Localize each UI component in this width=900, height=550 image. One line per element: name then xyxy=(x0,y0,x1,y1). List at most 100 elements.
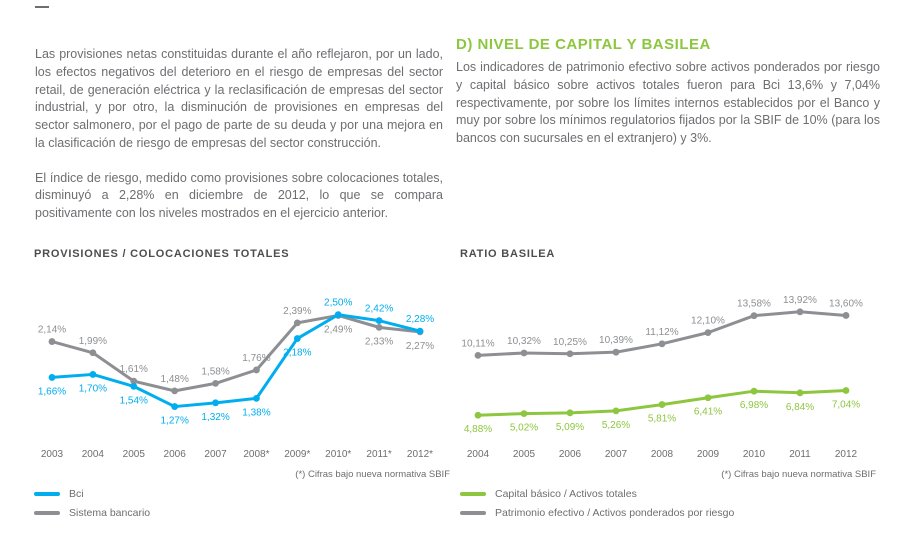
patrimonio-efectivo-activos-ponderados-por-riesgo-data-label: 10,39% xyxy=(599,335,633,346)
x-axis-label: 2009* xyxy=(284,449,310,460)
capital-b-sico-activos-totales-point xyxy=(566,409,574,417)
bci-point xyxy=(293,335,301,342)
bci-data-label: 2,18% xyxy=(283,348,311,359)
capital-b-sico-activos-totales-point xyxy=(842,387,850,394)
patrimonio-efectivo-activos-ponderados-por-riesgo-data-label: 13,60% xyxy=(829,298,863,309)
chart-basilea-legend: Capital básico / Activos totales Patrimon… xyxy=(460,488,876,519)
patrimonio-efectivo-activos-ponderados-por-riesgo-point xyxy=(474,351,482,359)
bci-data-label: 1,54% xyxy=(120,395,148,406)
capital-b-sico-activos-totales-data-label: 4,88% xyxy=(464,424,492,435)
bci-point xyxy=(212,399,219,407)
legend-item-capital-b-sico-activos-totales: Capital básico / Activos totales xyxy=(460,488,876,500)
sistema-bancario-data-label: 2,49% xyxy=(324,324,352,335)
capital-b-sico-activos-totales-point xyxy=(796,389,804,397)
bci-data-label: 1,38% xyxy=(242,407,270,418)
x-axis-label: 2011 xyxy=(789,449,811,460)
bci-point xyxy=(334,311,342,319)
sistema-bancario-point xyxy=(89,349,97,357)
capital-b-sico-activos-totales-data-label: 6,84% xyxy=(786,402,814,413)
legend-label: Patrimonio efectivo / Activos ponderados… xyxy=(495,507,735,519)
sistema-bancario-line xyxy=(50,313,422,393)
capital-b-sico-activos-totales-point xyxy=(474,411,482,419)
capital-paragraph: Los indicadores de patrimonio efectivo s… xyxy=(456,60,880,145)
sistema-bancario-data-label: 1,76% xyxy=(242,353,270,364)
sistema-bancario-data-label: 1,99% xyxy=(79,336,107,347)
patrimonio-efectivo-activos-ponderados-por-riesgo-point xyxy=(796,308,804,316)
chart-basilea-plot: 2004 2005 2006 2007 2008 2009 2010 2011 2012 4,88… xyxy=(461,295,863,460)
bci-point xyxy=(48,374,56,381)
capital-b-sico-activos-totales-point xyxy=(658,401,666,408)
bci-line xyxy=(50,313,422,409)
x-axis-label: 2011* xyxy=(366,449,392,460)
patrimonio-efectivo-activos-ponderados-por-riesgo-point xyxy=(658,340,666,348)
patrimonio-efectivo-activos-ponderados-por-riesgo-data-label: 10,11% xyxy=(461,338,494,349)
chart-provisiones-title: PROVISIONES / COLOCACIONES TOTALES xyxy=(34,248,290,260)
sistema-bancario-point xyxy=(253,366,260,374)
x-axis-label: 2005 xyxy=(513,449,536,460)
bci-data-label: 2,50% xyxy=(324,298,352,309)
legend-label: Sistema bancario xyxy=(69,507,151,519)
capital-b-sico-activos-totales-point xyxy=(750,387,758,395)
patrimonio-efectivo-activos-ponderados-por-riesgo-data-label: 10,25% xyxy=(553,337,587,348)
sistema-bancario-data-label: 2,33% xyxy=(365,336,393,347)
chart-provisiones-legend: Bci Sistema bancario xyxy=(34,488,450,519)
top-rule xyxy=(35,6,49,8)
capital-b-sico-activos-totales-data-label: 6,41% xyxy=(694,407,722,418)
patrimonio-efectivo-activos-ponderados-por-riesgo-point xyxy=(612,348,620,356)
sistema-bancario-data-label: 1,61% xyxy=(120,364,148,375)
capital-b-sico-activos-totales-data-label: 6,98% xyxy=(740,400,768,411)
chart-provisiones-plot: 2003 2004 2005 2006 2007 2008* 2009* 2010* 2011*… xyxy=(38,298,434,460)
x-axis-label: 2007 xyxy=(204,449,227,460)
provisions-text-column: Las provisiones netas constituidas duran… xyxy=(35,46,443,223)
patrimonio-efectivo-activos-ponderados-por-riesgo-point xyxy=(566,350,574,358)
sistema-bancario-point xyxy=(293,319,301,327)
capital-b-sico-activos-totales-point xyxy=(612,407,620,415)
sistema-bancario-data-label: 2,39% xyxy=(283,306,311,317)
bci-data-label: 1,27% xyxy=(160,416,188,427)
x-axis-label: 2010* xyxy=(325,449,351,460)
bci-data-label: 2,28% xyxy=(406,314,434,325)
x-axis-label: 2005 xyxy=(123,449,146,460)
legend-swatch xyxy=(34,511,60,515)
patrimonio-efectivo-activos-ponderados-por-riesgo-data-label: 10,32% xyxy=(507,336,541,347)
capital-b-sico-activos-totales-data-label: 5,09% xyxy=(556,422,584,433)
bci-point xyxy=(416,327,424,335)
bci-point xyxy=(375,317,383,325)
sistema-bancario-data-label: 1,58% xyxy=(201,366,229,377)
bci-point xyxy=(253,394,260,402)
bci-data-label: 2,42% xyxy=(365,304,393,315)
patrimonio-efectivo-activos-ponderados-por-riesgo-data-label: 12,10% xyxy=(691,316,725,327)
sistema-bancario-point xyxy=(48,338,56,345)
sistema-bancario-data-label: 1,48% xyxy=(160,374,188,385)
legend-item-sistema-bancario: Sistema bancario xyxy=(34,507,450,519)
patrimonio-efectivo-activos-ponderados-por-riesgo-data-label: 13,58% xyxy=(737,299,771,310)
x-axis-label: 2004 xyxy=(82,449,105,460)
chart-basilea: RATIO BASILEA 2004 2005 2006 2007 2008 2009 20… xyxy=(452,248,876,526)
capital-text-column: D) NIVEL DE CAPITAL Y BASILEA Los indica… xyxy=(456,36,880,148)
capital-b-sico-activos-totales-data-label: 5,26% xyxy=(602,420,630,431)
bci-data-label: 1,66% xyxy=(38,386,66,397)
sistema-bancario-point xyxy=(375,323,383,331)
capital-b-sico-activos-totales-point xyxy=(704,394,712,402)
x-axis-label: 2007 xyxy=(605,449,628,460)
x-axis-label: 2009 xyxy=(697,449,720,460)
capital-b-sico-activos-totales-data-label: 5,02% xyxy=(510,423,538,434)
x-axis-label: 2012* xyxy=(407,449,433,460)
legend-label: Bci xyxy=(69,488,84,500)
legend-label: Capital básico / Activos totales xyxy=(495,488,637,500)
x-axis-label: 2008 xyxy=(651,449,674,460)
patrimonio-efectivo-activos-ponderados-por-riesgo-data-label: 13,92% xyxy=(783,295,817,306)
capital-b-sico-activos-totales-point xyxy=(520,410,528,418)
section-heading-capital-basilea: D) NIVEL DE CAPITAL Y BASILEA xyxy=(456,36,711,53)
legend-item-bci: Bci xyxy=(34,488,450,500)
bci-point xyxy=(171,403,179,410)
chart-provisiones-footnote: (*) Cifras bajo nueva normativa SBIF xyxy=(295,469,450,480)
x-axis-label: 2004 xyxy=(467,449,490,460)
chart-basilea-footnote: (*) Cifras bajo nueva normativa SBIF xyxy=(721,469,876,480)
x-axis-label: 2010 xyxy=(743,449,766,460)
x-axis-label: 2006 xyxy=(559,449,582,460)
patrimonio-efectivo-activos-ponderados-por-riesgo-point xyxy=(750,312,758,320)
provisions-paragraph-2: El índice de riesgo, medido como provisi… xyxy=(35,170,443,221)
sistema-bancario-point xyxy=(171,387,179,395)
